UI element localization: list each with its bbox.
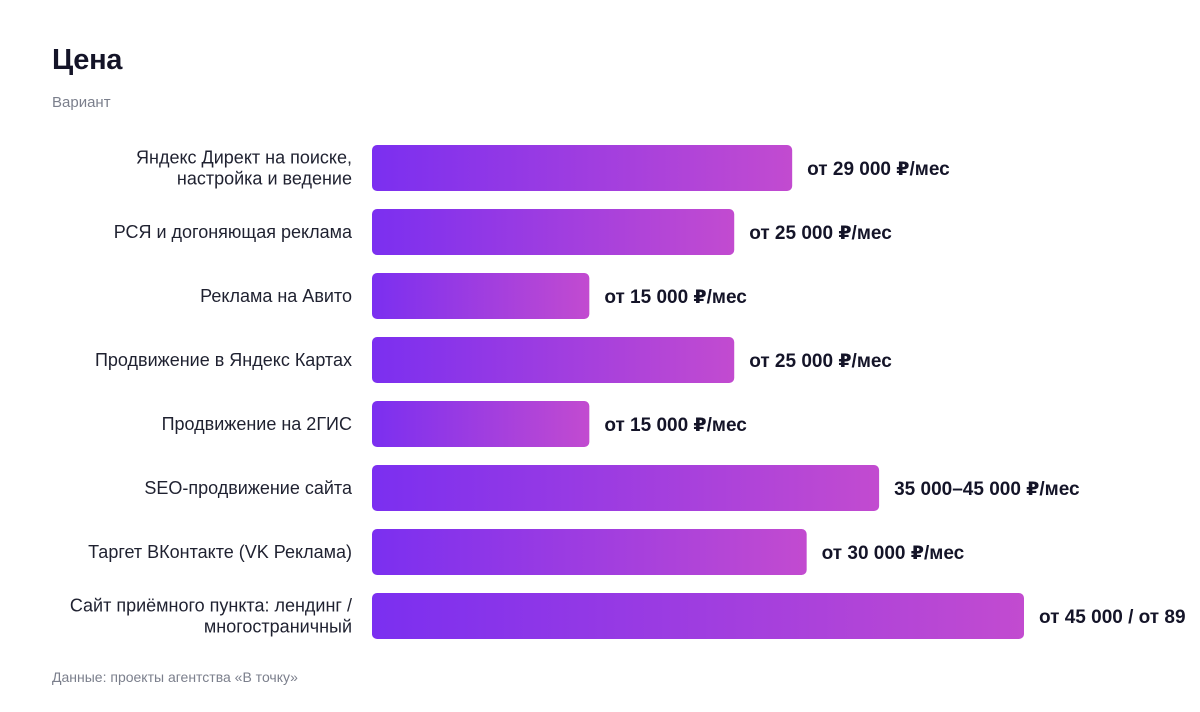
bar-2 <box>372 273 590 319</box>
bar-3 <box>372 337 735 383</box>
bar-6 <box>372 529 807 575</box>
chart-subtitle: Вариант <box>52 94 111 111</box>
category-label-6: Таргет ВКонтакте (VK Реклама) <box>88 542 352 562</box>
value-label-1: от 25 000 ₽/мес <box>749 223 892 244</box>
value-label-4: от 15 000 ₽/мес <box>604 415 747 436</box>
category-label-1: РСЯ и догоняющая реклама <box>114 222 353 242</box>
category-label-7: Сайт приёмного пункта: лендинг / многостр… <box>70 596 352 637</box>
value-label-0: от 29 000 ₽/мес <box>807 159 950 180</box>
category-label-3: Продвижение в Яндекс Картах <box>95 350 352 370</box>
category-label-2: Реклама на Авито <box>200 286 352 306</box>
value-label-3: от 25 000 ₽/мес <box>749 351 892 372</box>
value-label-5: 35 000–45 000 ₽/мес <box>894 479 1080 500</box>
value-label-6: от 30 000 ₽/мес <box>822 543 965 564</box>
chart-title: Цена <box>52 44 123 76</box>
bar-4 <box>372 401 590 447</box>
category-label-5: SEO-продвижение сайта <box>144 478 353 498</box>
bar-5 <box>372 465 880 511</box>
bar-0 <box>372 145 793 191</box>
category-label-0: Яндекс Директ на поиске, настройка и веде… <box>136 148 352 189</box>
value-label-2: от 15 000 ₽/мес <box>604 287 747 308</box>
data-source-note: Данные: проекты агентства «В точку» <box>52 669 298 685</box>
bar-1 <box>372 209 735 255</box>
value-label-7: от 45 000 / от 89 <box>1039 607 1186 628</box>
bar-7 <box>372 593 1024 639</box>
category-label-4: Продвижение на 2ГИС <box>162 414 352 434</box>
